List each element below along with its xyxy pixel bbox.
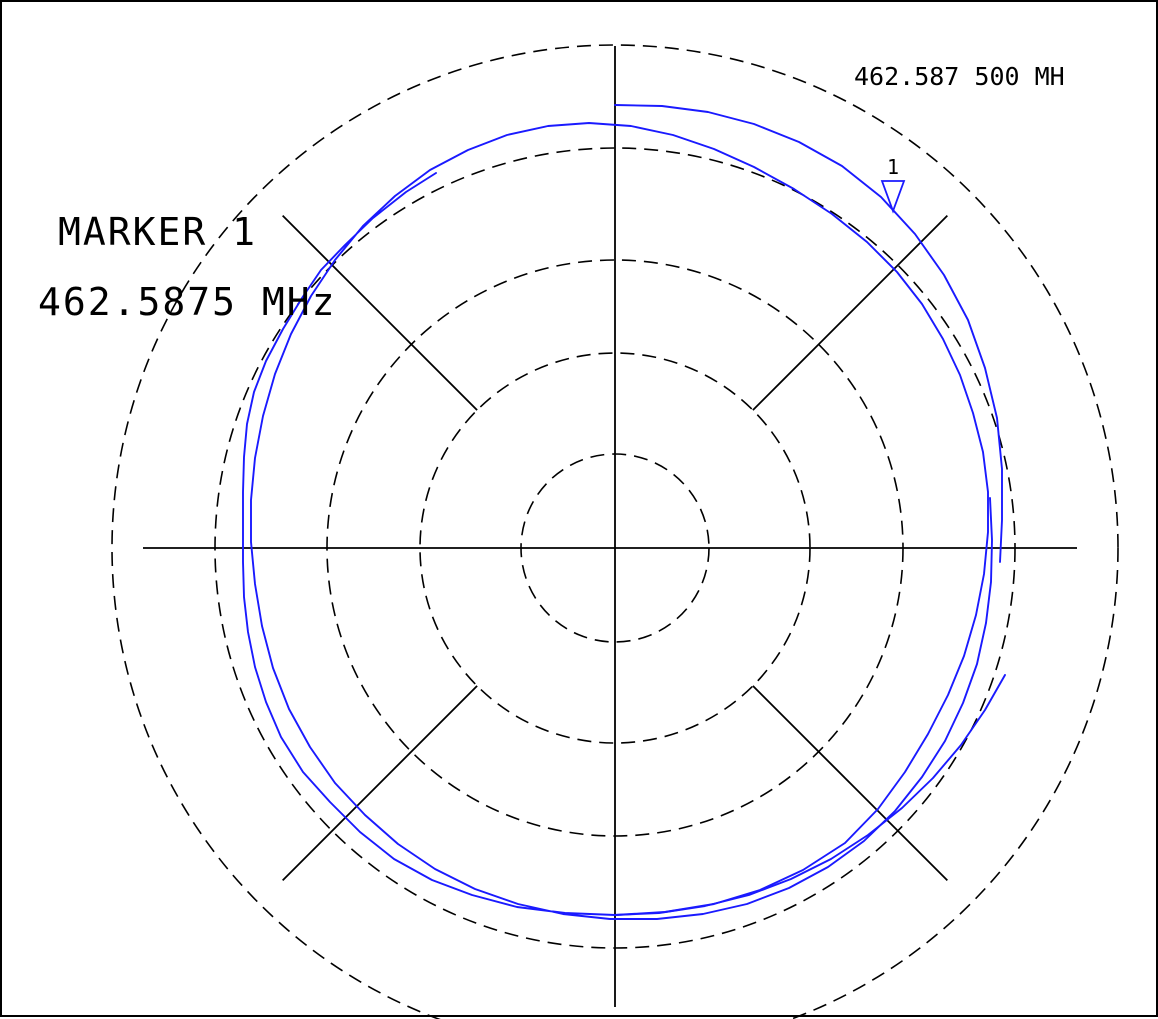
grid-circle-5 [111, 44, 1119, 1019]
radial-line-225 [282, 685, 478, 881]
trace-inner-spiral [242, 122, 993, 920]
marker-1[interactable]: 1 [880, 155, 906, 214]
marker-number-label: 1 [887, 155, 899, 179]
marker-label: MARKER 1 [58, 210, 257, 254]
marker-frequency: 462.5875 MHz [38, 280, 337, 324]
trace-outer-tail [614, 674, 1006, 916]
marker-triangle-icon[interactable] [880, 180, 906, 214]
radial-line-135 [282, 215, 478, 411]
polar-grid [111, 44, 1119, 1019]
radial-line-315 [752, 685, 948, 881]
radial-line-45 [752, 215, 948, 411]
trace-group [242, 104, 1006, 920]
trace-outer-sweep [614, 104, 1003, 563]
frequency-readout: 462.587 500 MH [854, 62, 1065, 91]
